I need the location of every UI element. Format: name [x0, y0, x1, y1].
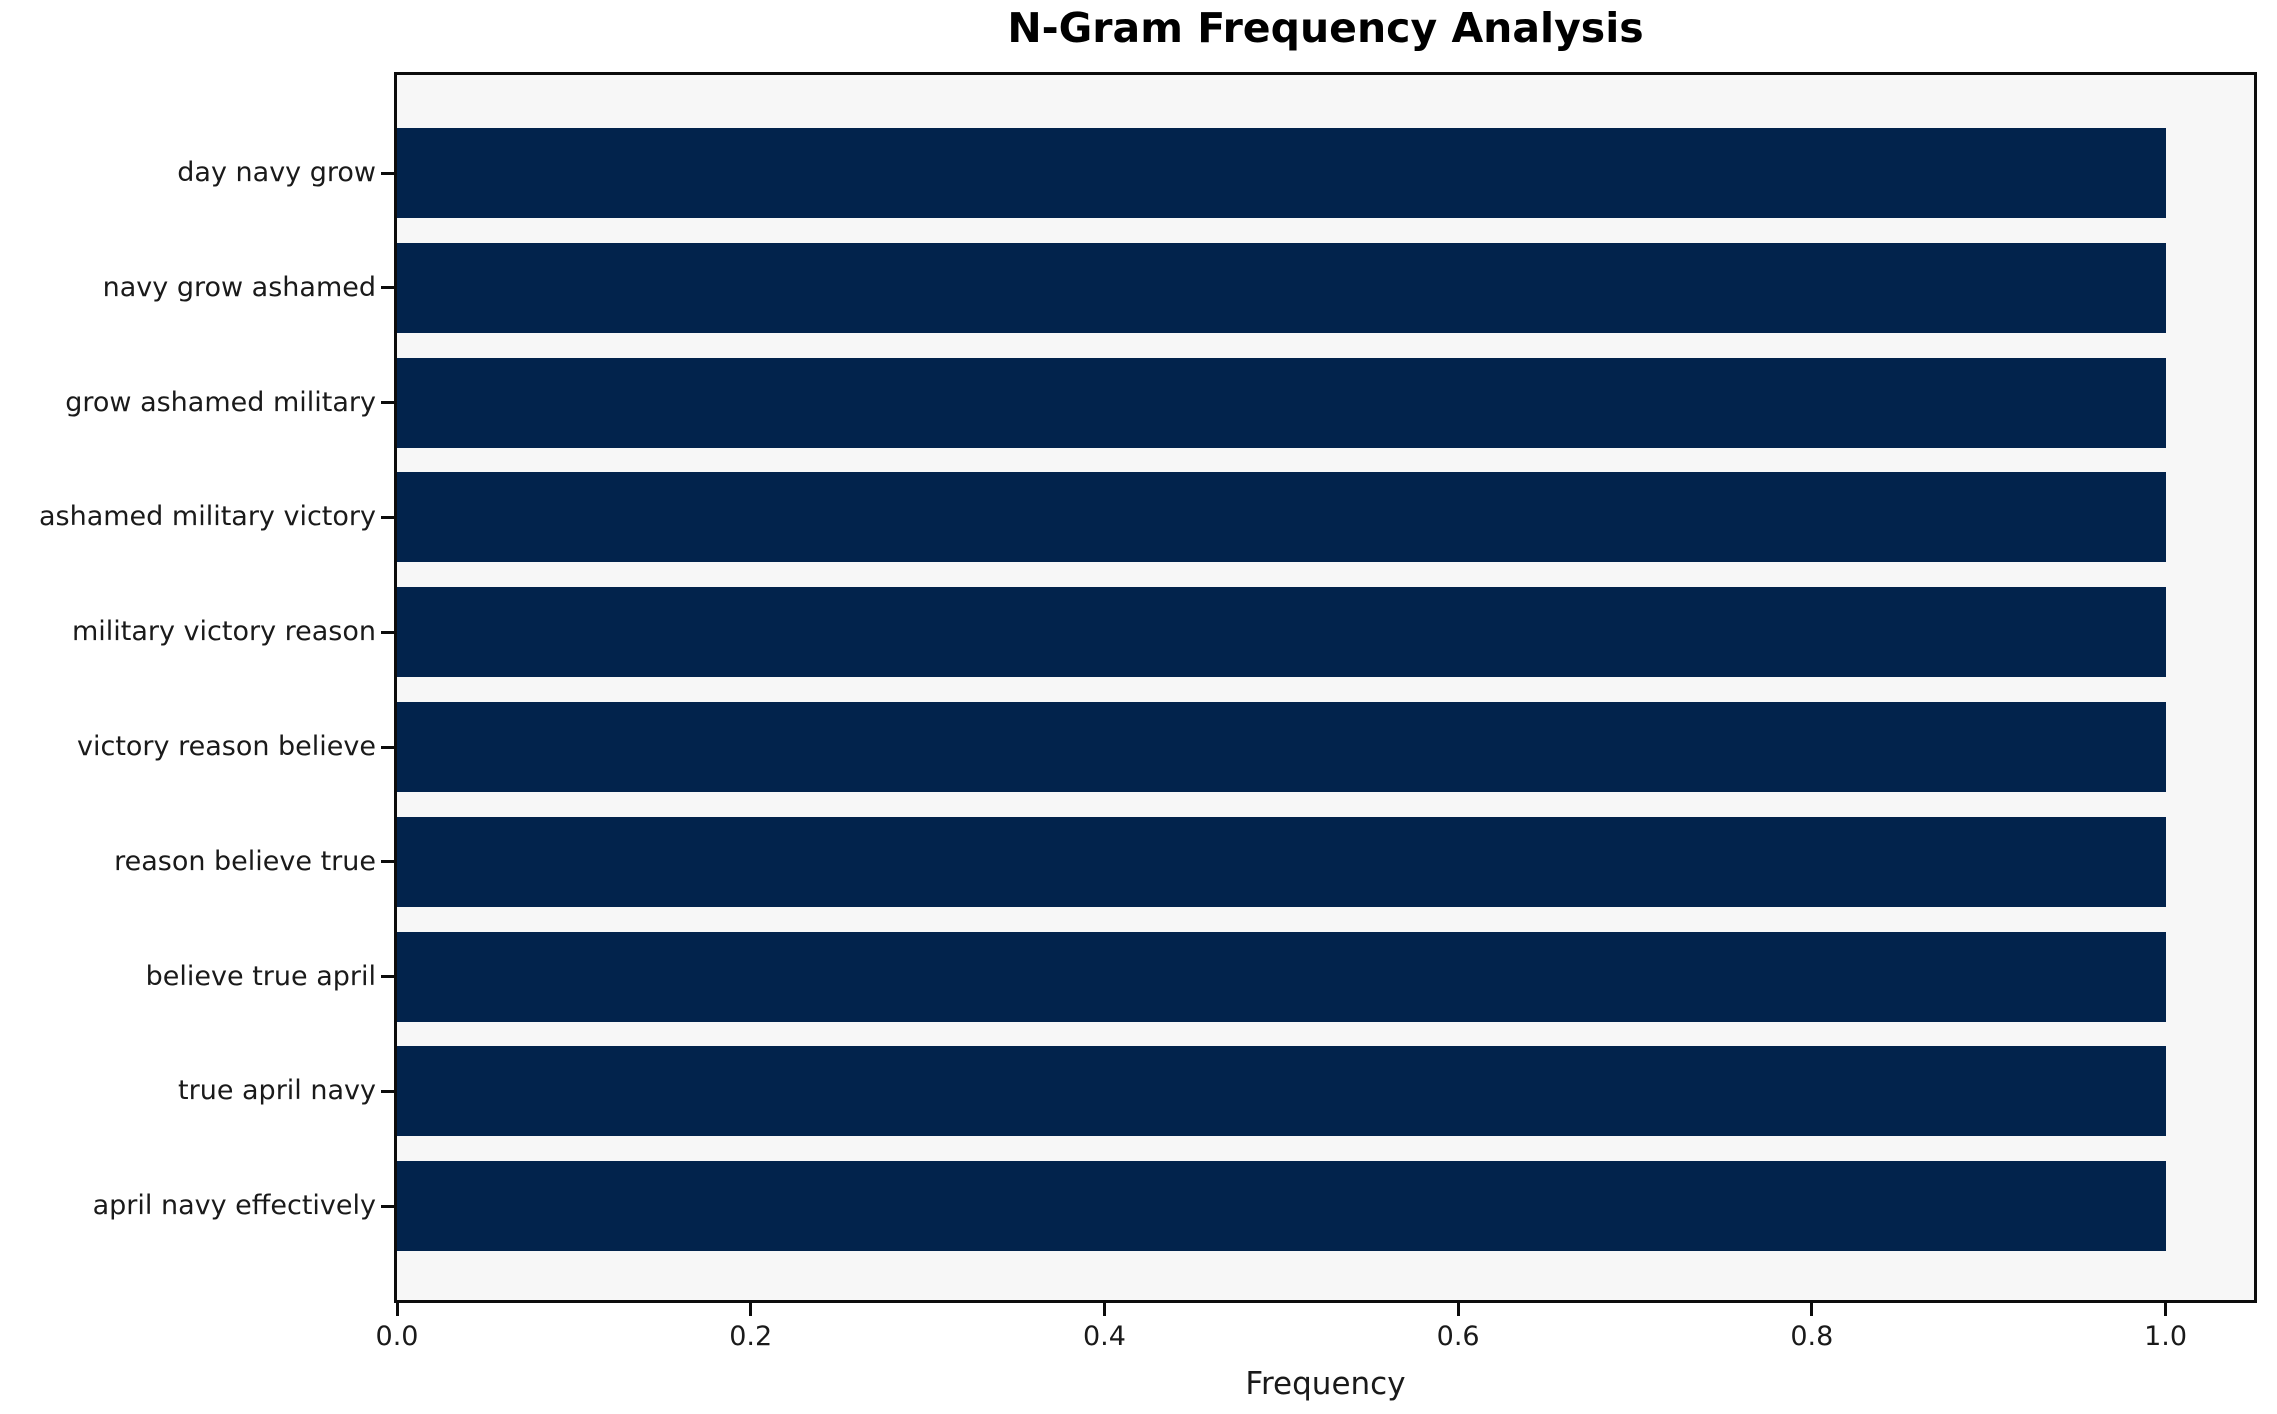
bar: [397, 472, 2166, 563]
x-axis-label: Frequency: [1245, 1366, 1406, 1402]
y-tick-label: april navy effectively: [92, 1190, 376, 1222]
y-tick-label: true april navy: [178, 1075, 376, 1107]
x-tick-label: 0.4: [1082, 1321, 1126, 1352]
y-tick-label: victory reason believe: [77, 731, 376, 762]
bar: [397, 1161, 2166, 1252]
y-tick-label: grow ashamed military: [65, 386, 376, 418]
x-tick-label: 0.6: [1436, 1321, 1480, 1352]
x-tick-mark: [2164, 1303, 2168, 1316]
y-tick-label: reason believe true: [114, 845, 376, 877]
y-tick-label: navy grow ashamed: [102, 271, 376, 303]
bar: [397, 587, 2166, 678]
bar: [397, 357, 2166, 448]
x-tick-mark: [749, 1303, 753, 1316]
bar: [397, 702, 2166, 792]
y-tick-mark: [381, 1204, 394, 1208]
y-tick-mark: [381, 171, 394, 175]
x-tick-mark: [395, 1303, 399, 1316]
y-tick-label: ashamed military victory: [38, 501, 376, 533]
bar: [397, 816, 2166, 907]
chart-title: N-Gram Frequency Analysis: [1007, 4, 1644, 52]
y-tick-mark: [381, 286, 394, 290]
y-tick-mark: [381, 975, 394, 979]
x-tick-label: 0.8: [1790, 1321, 1834, 1352]
y-tick-mark: [381, 1089, 394, 1093]
bar: [397, 931, 2166, 1022]
y-tick-mark: [381, 745, 394, 749]
x-tick-label: 0.0: [375, 1321, 419, 1352]
plot-area: [394, 72, 2257, 1303]
y-tick-label: military victory reason: [71, 616, 376, 648]
x-tick-mark: [1810, 1303, 1814, 1316]
x-tick-mark: [1102, 1303, 1106, 1316]
bar: [397, 1046, 2166, 1137]
y-tick-mark: [381, 630, 394, 634]
y-tick-mark: [381, 515, 394, 519]
x-tick-mark: [1456, 1303, 1460, 1316]
y-tick-mark: [381, 860, 394, 864]
bar: [397, 242, 2166, 333]
y-tick-mark: [381, 401, 394, 405]
x-tick-label: 0.2: [729, 1321, 773, 1352]
bar: [397, 128, 2166, 218]
y-tick-label: day navy grow: [177, 157, 376, 188]
x-tick-label: 1.0: [2144, 1321, 2188, 1352]
y-tick-label: believe true april: [145, 960, 376, 992]
